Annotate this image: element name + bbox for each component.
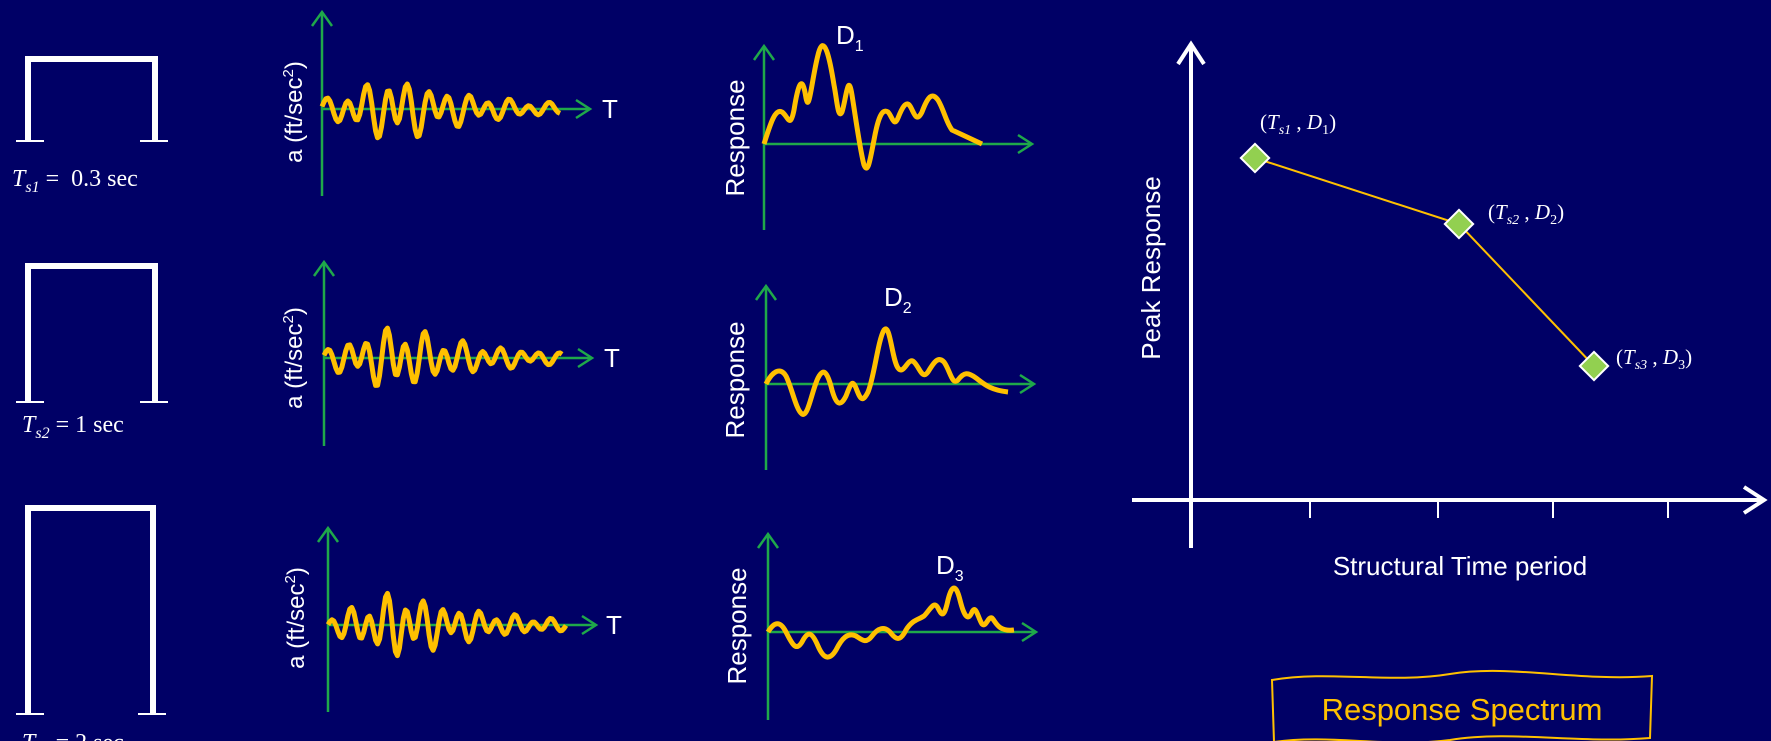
accel-plot-2: T a (ft/sec2) — [280, 259, 620, 446]
frame-1-period-label: Ts1 = 0.3 sec — [12, 166, 138, 196]
accel-2-x-label: T — [604, 343, 620, 373]
response-1-y-arrow-icon — [752, 43, 776, 61]
response-1-peak-label: D1 — [836, 20, 864, 55]
response-1-y-label: Response — [720, 79, 750, 196]
response-1-x-arrow-icon — [1017, 133, 1035, 155]
accel-2-y-label: a (ft/sec2) — [280, 307, 308, 409]
badge-label: Response Spectrum — [1322, 692, 1603, 727]
accel-1-y-label: a (ft/sec2) — [280, 61, 308, 163]
frame-1: Ts1 = 0.3 sec — [12, 56, 168, 196]
frame-3: Ts3 = 2 sec — [16, 505, 166, 741]
frame-1-structure — [25, 56, 158, 140]
frame-3-period-label: Ts3 = 2 sec — [22, 730, 124, 741]
spectrum-point-2 — [1443, 208, 1475, 240]
spectrum-point-3 — [1578, 350, 1610, 382]
response-2-signal — [763, 326, 1009, 417]
accel-1-y-arrow-icon — [310, 9, 334, 27]
spectrum-point-1 — [1239, 142, 1271, 174]
spectrum-point-1-label: (Ts1 , D1) — [1260, 110, 1336, 138]
response-3-signal — [765, 585, 1015, 660]
response-3-x-arrow-icon — [1021, 621, 1039, 643]
response-spectrum-badge: Response Spectrum — [1270, 669, 1654, 741]
accel-plot-3: T a (ft/sec2) — [282, 525, 622, 712]
spectrum-point-3-label: (Ts3 , D3) — [1616, 345, 1692, 373]
accel-1-x-arrow-icon — [575, 98, 593, 120]
accel-1-x-label: T — [602, 94, 618, 124]
frame-2-period-label: Ts2 = 1 sec — [22, 412, 124, 442]
frame-2-structure — [25, 263, 158, 401]
frame-3-structure — [25, 505, 156, 713]
spectrum-point-2-label: (Ts2 , D2) — [1488, 200, 1564, 228]
accel-3-signal — [325, 590, 569, 659]
frame-2: Ts2 = 1 sec — [16, 263, 168, 442]
response-2-y-arrow-icon — [754, 283, 778, 301]
accel-2-signal — [321, 325, 564, 388]
spectrum-y-label: Peak Response — [1136, 176, 1166, 360]
badge-scroll-border — [1270, 669, 1654, 741]
response-3-y-arrow-icon — [756, 531, 780, 549]
response-3-peak-label: D3 — [936, 550, 964, 585]
spectrum-y-arrow-icon — [1176, 40, 1206, 66]
spectrum-x-label: Structural Time period — [1333, 551, 1587, 581]
response-3-y-label: Response — [722, 567, 752, 684]
spectrum-line — [1254, 157, 1595, 367]
response-2-peak-label: D2 — [884, 282, 912, 317]
spectrum-plot: (Ts1 , D1) (Ts2 , D2) (Ts3 , D3) Peak Re… — [1132, 40, 1768, 581]
accel-3-x-label: T — [606, 610, 622, 640]
response-plot-1: D1 Response — [720, 20, 1035, 230]
response-plot-3: D3 Response — [722, 531, 1039, 720]
response-plot-2: D2 Response — [720, 282, 1037, 470]
accel-2-x-arrow-icon — [577, 347, 595, 369]
response-2-y-label: Response — [720, 321, 750, 438]
response-1-signal — [761, 43, 984, 171]
spectrum-x-arrow-icon — [1742, 485, 1768, 515]
accel-3-y-label: a (ft/sec2) — [282, 567, 310, 669]
response-2-x-arrow-icon — [1019, 373, 1037, 395]
accel-3-x-arrow-icon — [581, 614, 599, 636]
accel-2-y-arrow-icon — [312, 259, 336, 277]
accel-3-y-arrow-icon — [316, 525, 340, 543]
accel-plot-1: T a (ft/sec2) — [280, 9, 618, 196]
accel-1-signal — [319, 81, 562, 141]
